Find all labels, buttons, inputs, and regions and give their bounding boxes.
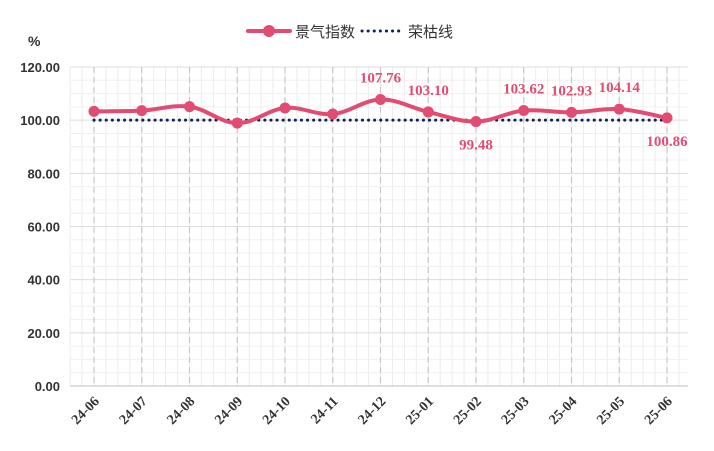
- y-axis-ticks: 0.00 20.00 40.00 60.00 80.00 100.00 120.00: [20, 60, 60, 394]
- data-point: [327, 108, 339, 120]
- x-tick-label: 25-04: [547, 394, 581, 428]
- y-tick-label: 40.00: [27, 273, 60, 288]
- data-point: [231, 117, 243, 129]
- x-tick-label: 24-09: [212, 394, 246, 428]
- y-tick-label: 0.00: [35, 379, 60, 394]
- y-tick-label: 20.00: [27, 326, 60, 341]
- data-point: [518, 105, 530, 117]
- x-tick-label: 25-02: [451, 394, 485, 428]
- y-axis-unit: %: [28, 33, 41, 49]
- y-tick-label: 60.00: [27, 220, 60, 235]
- data-label: 104.14: [599, 80, 641, 96]
- x-tick-label: 25-03: [499, 394, 533, 428]
- x-tick-label: 24-07: [117, 394, 151, 428]
- data-label: 103.10: [408, 83, 449, 99]
- legend-label-threshold: 荣枯线: [408, 23, 453, 41]
- x-axis-ticks: 24-06 24-07 24-08 24-09 24-10 24-11 24-12 25-01…: [69, 394, 676, 428]
- data-label: 107.76: [360, 71, 402, 87]
- data-label: 100.86: [646, 134, 688, 150]
- x-tick-label: 24-10: [260, 394, 294, 428]
- y-tick-label: 80.00: [27, 166, 60, 181]
- data-point: [613, 103, 625, 115]
- y-tick-label: 120.00: [20, 60, 60, 75]
- y-tick-label: 100.00: [20, 113, 60, 128]
- legend-marker-index: [263, 25, 275, 37]
- x-tick-label: 25-01: [403, 394, 437, 428]
- series-layer: [88, 94, 673, 129]
- x-tick-label: 24-06: [69, 394, 103, 428]
- data-point: [88, 105, 100, 117]
- x-tick-label: 25-06: [642, 394, 676, 428]
- data-point: [422, 106, 434, 118]
- x-tick-label: 24-11: [308, 394, 341, 427]
- data-label: 102.93: [551, 83, 592, 99]
- x-tick-label: 25-05: [594, 394, 628, 428]
- legend-label-index: 景气指数: [295, 23, 355, 41]
- data-point: [661, 112, 673, 124]
- data-point: [184, 101, 195, 113]
- data-point: [470, 116, 482, 128]
- legend: 景气指数 荣枯线: [246, 23, 453, 41]
- data-point: [279, 102, 291, 114]
- data-point: [566, 106, 577, 118]
- data-labels: 107.76 103.10 99.48 103.62 102.93 104.14 100.8…: [360, 71, 688, 154]
- x-tick-label: 24-12: [356, 394, 390, 428]
- data-point: [375, 94, 386, 106]
- data-label: 99.48: [459, 138, 493, 154]
- x-tick-label: 24-08: [165, 394, 199, 428]
- data-label: 103.62: [503, 82, 544, 98]
- grid: [69, 66, 688, 387]
- data-point: [136, 105, 148, 117]
